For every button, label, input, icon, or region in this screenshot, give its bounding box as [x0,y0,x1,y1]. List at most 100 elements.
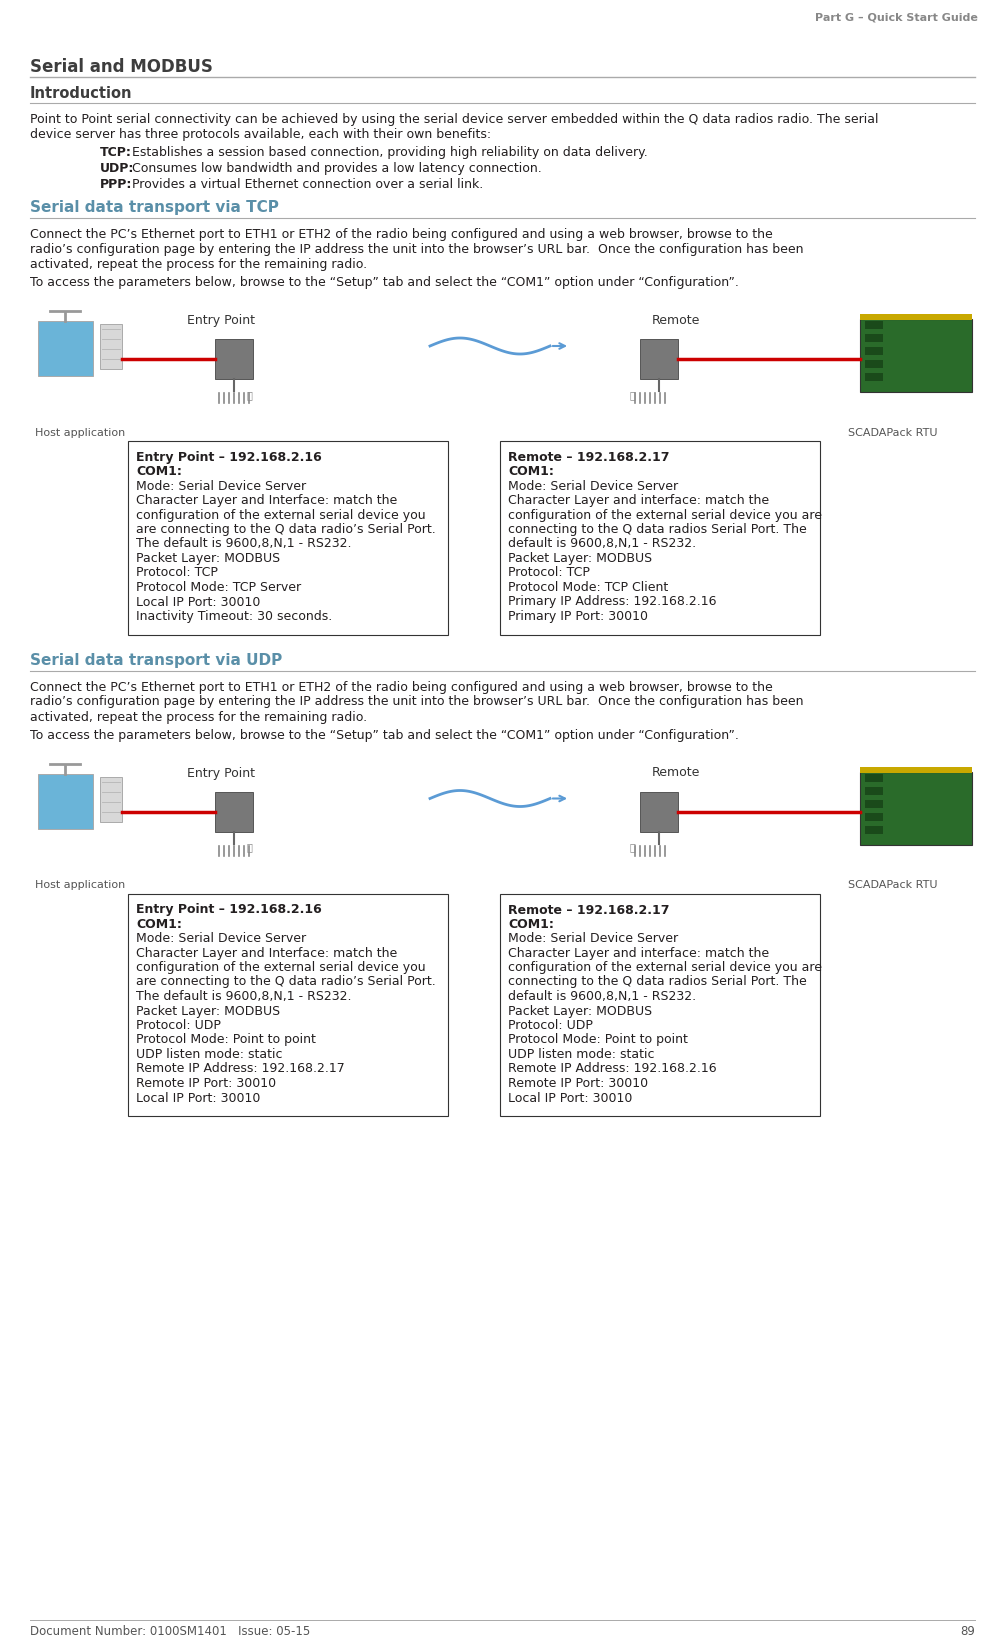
Text: radio’s configuration page by entering the IP address the unit into the browser’: radio’s configuration page by entering t… [30,242,804,255]
Text: default is 9600,8,N,1 - RS232.: default is 9600,8,N,1 - RS232. [508,537,696,550]
Bar [865,373,883,381]
Text: Protocol Mode: TCP Client: Protocol Mode: TCP Client [508,581,668,594]
Text: Host application: Host application [35,881,126,891]
Bar [28,296,977,435]
Text: COM1:: COM1: [136,465,182,478]
Text: Entry Point – 192.168.2.16: Entry Point – 192.168.2.16 [136,904,322,917]
Text: Packet Layer: MODBUS: Packet Layer: MODBUS [508,1005,652,1018]
Text: Point to Point serial connectivity can be achieved by using the serial device se: Point to Point serial connectivity can b… [30,113,878,126]
Text: Host application: Host application [35,427,126,439]
Bar [860,319,972,391]
Bar [128,894,448,1116]
Bar [28,748,977,889]
Text: Protocol Mode: Point to point: Protocol Mode: Point to point [136,1033,316,1046]
Text: radio’s configuration page by entering the IP address the unit into the browser’: radio’s configuration page by entering t… [30,696,804,709]
Text: Serial and MODBUS: Serial and MODBUS [30,57,213,75]
Text: Connect the PC’s Ethernet port to ETH1 or ETH2 of the radio being configured and: Connect the PC’s Ethernet port to ETH1 o… [30,681,773,694]
Text: device server has three protocols available, each with their own benefits:: device server has three protocols availa… [30,128,491,141]
Bar [865,825,883,833]
Text: Entry Point: Entry Point [187,766,255,779]
Text: 89: 89 [960,1626,975,1637]
Text: Protocol Mode: Point to point: Protocol Mode: Point to point [508,1033,687,1046]
Text: UDP listen mode: static: UDP listen mode: static [508,1048,654,1061]
Text: Character Layer and interface: match the: Character Layer and interface: match the [508,494,769,507]
Text: Remote IP Address: 192.168.2.16: Remote IP Address: 192.168.2.16 [508,1062,717,1076]
Text: COM1:: COM1: [508,465,554,478]
Text: PPP:: PPP: [100,178,133,192]
Text: Serial data transport via UDP: Serial data transport via UDP [30,653,282,668]
Text: Character Layer and interface: match the: Character Layer and interface: match the [508,946,769,959]
Bar [860,771,972,845]
Text: ⦿: ⦿ [630,843,636,853]
Text: configuration of the external serial device you are: configuration of the external serial dev… [508,509,822,522]
Text: activated, repeat the process for the remaining radio.: activated, repeat the process for the re… [30,259,367,272]
Bar [500,894,820,1116]
Text: Remote IP Port: 30010: Remote IP Port: 30010 [508,1077,648,1090]
Text: Protocol: TCP: Protocol: TCP [508,566,590,579]
Text: Consumes low bandwidth and provides a low latency connection.: Consumes low bandwidth and provides a lo… [132,162,542,175]
Text: Packet Layer: MODBUS: Packet Layer: MODBUS [136,552,280,565]
Text: Mode: Serial Device Server: Mode: Serial Device Server [136,480,307,493]
Text: connecting to the Q data radios Serial Port. The: connecting to the Q data radios Serial P… [508,976,807,989]
Bar [128,440,448,635]
Text: Mode: Serial Device Server: Mode: Serial Device Server [508,931,678,945]
Bar [865,774,883,781]
Bar [38,321,93,377]
Bar [865,360,883,368]
Bar [865,334,883,342]
Bar [640,792,678,832]
Text: To access the parameters below, browse to the “Setup” tab and select the “COM1” : To access the parameters below, browse t… [30,728,739,742]
Text: Packet Layer: MODBUS: Packet Layer: MODBUS [508,552,652,565]
Text: activated, repeat the process for the remaining radio.: activated, repeat the process for the re… [30,710,367,724]
Text: ⦿: ⦿ [247,843,253,853]
Text: Introduction: Introduction [30,87,133,101]
Text: Remote: Remote [652,314,700,327]
Text: UDP listen mode: static: UDP listen mode: static [136,1048,282,1061]
Text: Establishes a session based connection, providing high reliability on data deliv: Establishes a session based connection, … [132,146,648,159]
Bar [100,324,122,368]
Bar [865,812,883,820]
Text: The default is 9600,8,N,1 - RS232.: The default is 9600,8,N,1 - RS232. [136,537,352,550]
Text: Local IP Port: 30010: Local IP Port: 30010 [136,596,260,609]
Text: Remote: Remote [652,766,700,779]
Bar [500,440,820,635]
Text: Primary IP Port: 30010: Primary IP Port: 30010 [508,611,648,624]
Text: connecting to the Q data radios Serial Port. The: connecting to the Q data radios Serial P… [508,522,807,535]
Text: The default is 9600,8,N,1 - RS232.: The default is 9600,8,N,1 - RS232. [136,990,352,1003]
Bar [215,792,253,832]
Text: Provides a virtual Ethernet connection over a serial link.: Provides a virtual Ethernet connection o… [132,178,483,192]
Text: Character Layer and Interface: match the: Character Layer and Interface: match the [136,946,397,959]
Bar [865,347,883,355]
Text: SCADAPack RTU: SCADAPack RTU [848,881,938,891]
Text: Local IP Port: 30010: Local IP Port: 30010 [136,1092,260,1105]
Text: UDP:: UDP: [100,162,135,175]
Text: Document Number: 0100SM1401   Issue: 05-15: Document Number: 0100SM1401 Issue: 05-15 [30,1626,311,1637]
Bar [860,766,972,773]
Text: Remote IP Address: 192.168.2.17: Remote IP Address: 192.168.2.17 [136,1062,345,1076]
Text: are connecting to the Q data radio’s Serial Port.: are connecting to the Q data radio’s Ser… [136,522,436,535]
Bar [860,314,972,319]
Text: Mode: Serial Device Server: Mode: Serial Device Server [136,931,307,945]
Bar [640,339,678,380]
Text: Local IP Port: 30010: Local IP Port: 30010 [508,1092,632,1105]
Text: TCP:: TCP: [100,146,132,159]
Text: Packet Layer: MODBUS: Packet Layer: MODBUS [136,1005,280,1018]
Text: Inactivity Timeout: 30 seconds.: Inactivity Timeout: 30 seconds. [136,611,333,624]
Bar [865,799,883,807]
Text: Protocol: UDP: Protocol: UDP [508,1018,593,1031]
Bar [865,786,883,794]
Text: COM1:: COM1: [136,917,182,930]
Text: Part G – Quick Start Guide: Part G – Quick Start Guide [815,11,978,21]
Text: Entry Point: Entry Point [187,314,255,327]
Bar [38,774,93,828]
Text: Remote IP Port: 30010: Remote IP Port: 30010 [136,1077,276,1090]
Text: Primary IP Address: 192.168.2.16: Primary IP Address: 192.168.2.16 [508,596,717,609]
Text: Character Layer and Interface: match the: Character Layer and Interface: match the [136,494,397,507]
Text: ⦿: ⦿ [630,390,636,399]
Text: COM1:: COM1: [508,917,554,930]
Text: To access the parameters below, browse to the “Setup” tab and select the “COM1” : To access the parameters below, browse t… [30,277,739,290]
Text: Serial data transport via TCP: Serial data transport via TCP [30,200,278,214]
Text: Protocol Mode: TCP Server: Protocol Mode: TCP Server [136,581,302,594]
Text: Remote – 192.168.2.17: Remote – 192.168.2.17 [508,452,669,463]
Bar [100,776,122,822]
